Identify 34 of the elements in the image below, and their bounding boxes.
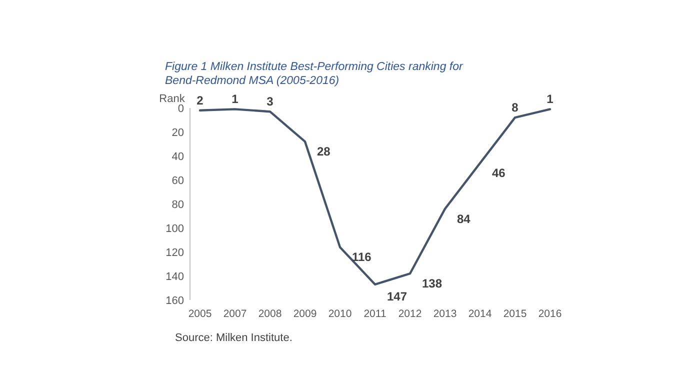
source-note: Source: Milken Institute. [175, 332, 292, 344]
data-label: 8 [512, 100, 519, 115]
y-tick-label: 40 [172, 151, 184, 163]
x-tick-label: 2013 [433, 308, 457, 320]
y-tick-label: 120 [166, 247, 184, 259]
data-label: 1 [232, 92, 239, 106]
y-axis-title: Rank [159, 93, 186, 105]
x-tick-label: 2016 [538, 308, 562, 320]
x-tick-label: 2009 [293, 308, 317, 320]
y-tick-label: 80 [172, 199, 184, 211]
data-label: 138 [422, 276, 442, 291]
y-tick-label: 100 [166, 223, 184, 235]
data-label: 3 [266, 94, 274, 109]
data-label: 1 [546, 92, 554, 106]
data-label: 84 [457, 212, 471, 226]
x-tick-label: 2011 [364, 308, 386, 320]
y-tick-label: 160 [166, 295, 184, 307]
data-label: 147 [387, 289, 408, 304]
data-label: 2 [196, 93, 204, 108]
x-tick-label: 2010 [328, 308, 352, 320]
y-tick-label: 0 [178, 103, 184, 115]
chart-title: Figure 1 Milken Institute Best-Performing Cities ranking for Bend-Redmond MSA (2005-2016) [165, 61, 464, 87]
data-label: 116 [352, 250, 372, 264]
y-tick-label: 140 [166, 271, 184, 283]
y-tick-label: 60 [172, 175, 184, 187]
x-tick-label: 2015 [503, 308, 527, 320]
data-label: 28 [317, 144, 331, 159]
y-tick-label: 20 [172, 127, 184, 139]
x-tick-label: 2012 [398, 308, 422, 320]
x-tick-label: 2005 [188, 308, 212, 320]
x-tick-label: 2007 [223, 308, 247, 320]
x-tick-label: 2014 [468, 308, 492, 320]
x-tick-label: 2008 [258, 308, 282, 320]
data-label: 46 [492, 166, 506, 180]
